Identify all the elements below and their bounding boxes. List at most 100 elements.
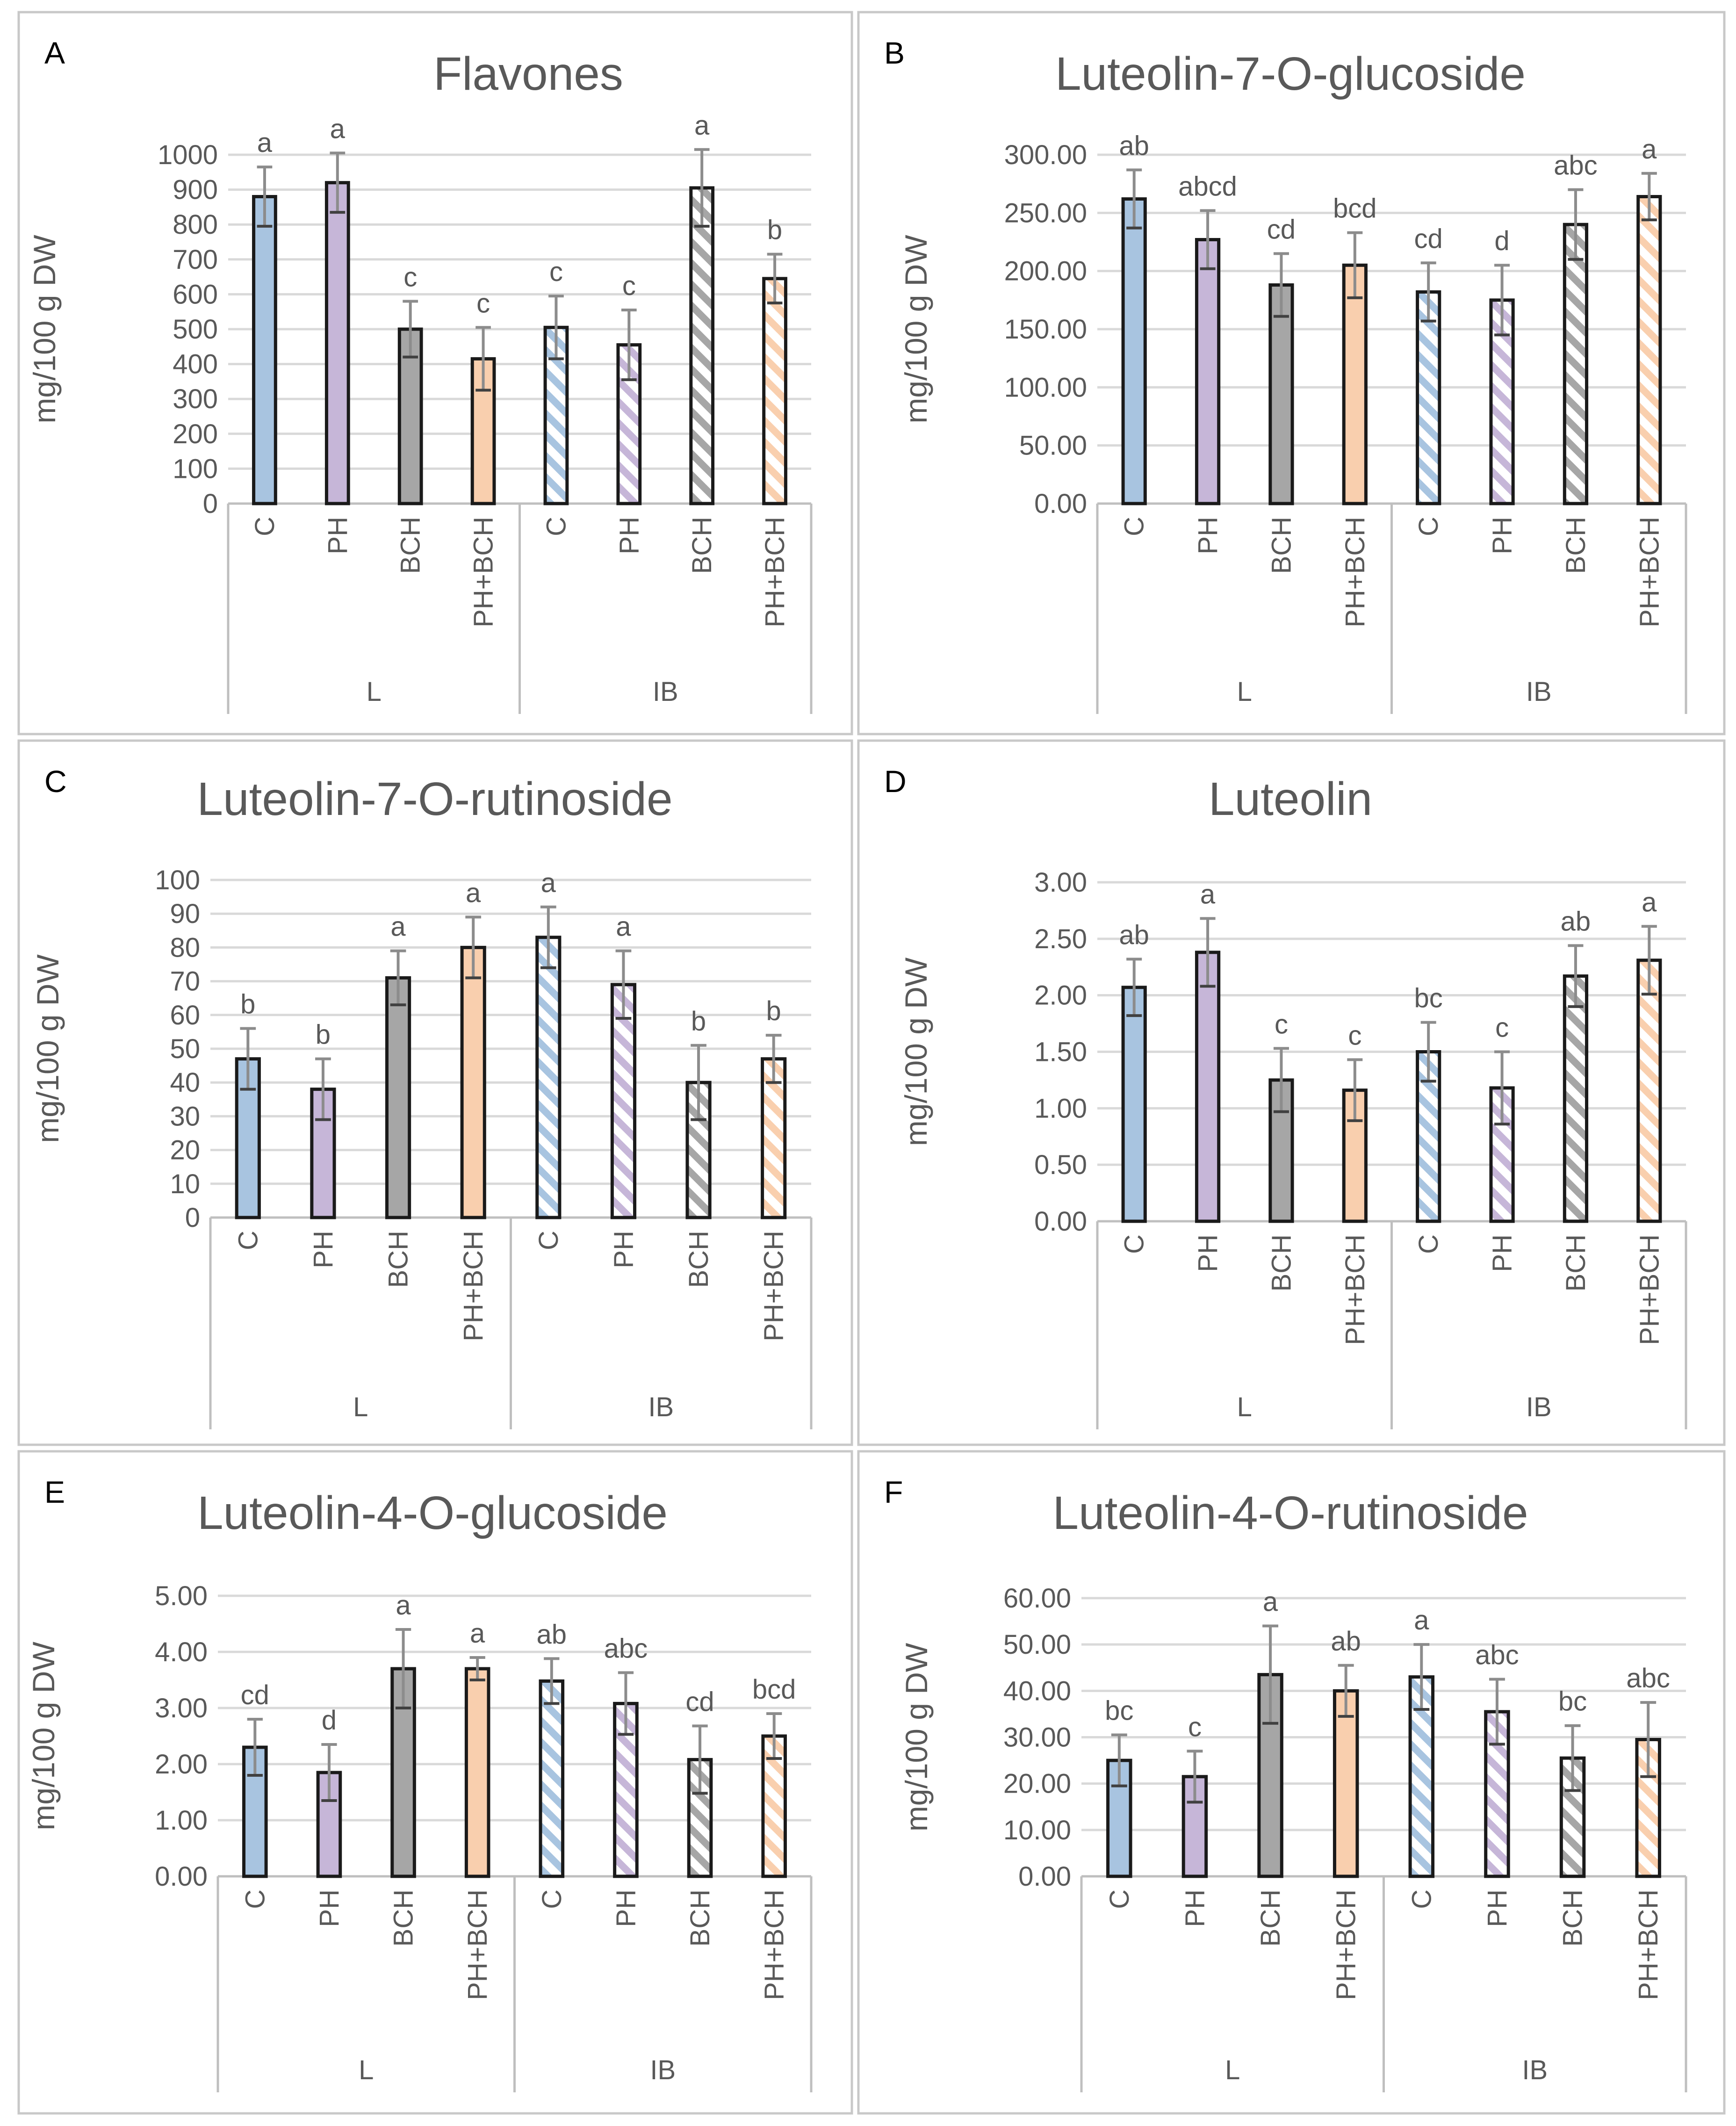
error-bar xyxy=(1568,188,1584,261)
significance-label: a xyxy=(390,912,406,942)
x-tick-label: BCH xyxy=(383,1231,414,1288)
y-tick-label: 1.00 xyxy=(155,1805,208,1836)
y-tick-label: 3.00 xyxy=(1034,867,1087,898)
y-tick-label: 800 xyxy=(173,209,218,240)
error-bar xyxy=(1420,1021,1436,1083)
y-tick-label: 100.00 xyxy=(1004,372,1087,403)
significance-label: abcd xyxy=(1178,171,1237,202)
error-bar xyxy=(1338,1664,1354,1718)
x-tick-label: PH+BCH xyxy=(759,1889,790,2000)
y-tick-label: 0.00 xyxy=(155,1861,208,1892)
y-tick-label: 10 xyxy=(170,1169,200,1199)
significance-label: bcd xyxy=(752,1674,796,1705)
error-bar xyxy=(315,1057,331,1121)
bar xyxy=(1121,986,1147,1223)
panel-letter: E xyxy=(44,1475,65,1509)
y-tick-label: 0 xyxy=(203,489,218,519)
group-label: IB xyxy=(648,1392,674,1422)
x-tick-label: PH+BCH xyxy=(1331,1889,1361,2000)
chart-title: Luteolin-4-O-rutinoside xyxy=(1052,1487,1528,1539)
y-tick-label: 100 xyxy=(155,865,200,895)
error-bar xyxy=(469,1656,485,1681)
significance-label: cd xyxy=(1267,214,1296,245)
bar xyxy=(1416,290,1441,505)
x-tick-label: BCH xyxy=(685,1889,715,1946)
x-tick-label: PH xyxy=(1487,517,1518,555)
error-bar xyxy=(1347,1058,1363,1122)
error-bar xyxy=(692,1724,708,1795)
error-bar xyxy=(1494,264,1510,337)
significance-label: d xyxy=(322,1705,337,1736)
bar xyxy=(1333,1689,1359,1878)
bar xyxy=(1195,951,1221,1223)
error-bar xyxy=(621,308,637,382)
error-bar xyxy=(615,949,632,1020)
chart-title: Luteolin-7-O-glucoside xyxy=(1055,48,1526,100)
y-axis-label: mg/100 g DW xyxy=(899,1643,934,1831)
error-bar xyxy=(691,1044,706,1121)
error-bar xyxy=(1568,944,1584,1008)
panel-letter: F xyxy=(884,1475,903,1509)
bar xyxy=(1563,223,1589,505)
bar xyxy=(535,936,562,1219)
y-tick-label: 70 xyxy=(170,966,200,997)
y-axis-label: mg/100 g DW xyxy=(26,1642,61,1831)
error-bar xyxy=(1420,261,1436,323)
y-tick-label: 300.00 xyxy=(1004,140,1087,170)
error-bar xyxy=(1641,925,1657,996)
significance-label: ab xyxy=(1561,906,1591,937)
y-tick-label: 250.00 xyxy=(1004,198,1087,228)
significance-label: a xyxy=(1200,879,1216,909)
significance-label: bcd xyxy=(1333,194,1377,224)
error-bar xyxy=(1187,1750,1203,1804)
significance-label: b xyxy=(767,215,782,245)
x-tick-label: PH+BCH xyxy=(462,1889,493,2000)
x-tick-label: PH+BCH xyxy=(760,517,790,627)
error-bar xyxy=(1564,1724,1581,1792)
error-bar xyxy=(240,1027,256,1091)
y-tick-label: 200 xyxy=(173,419,218,449)
significance-label: bc xyxy=(1558,1686,1587,1717)
panel-frame xyxy=(17,11,853,735)
significance-label: c xyxy=(622,271,636,301)
y-tick-label: 50.00 xyxy=(1019,431,1087,461)
x-tick-label: PH xyxy=(314,1889,345,1927)
y-tick-label: 1000 xyxy=(158,140,218,170)
significance-label: a xyxy=(616,912,631,942)
error-bar xyxy=(1111,1733,1127,1787)
bar xyxy=(1563,974,1589,1223)
error-bar xyxy=(1640,1701,1657,1778)
error-bar xyxy=(1273,252,1289,318)
y-tick-label: 0.00 xyxy=(1034,489,1087,519)
significance-label: c xyxy=(549,257,563,287)
significance-label: ab xyxy=(1331,1626,1361,1657)
error-bar xyxy=(1494,1050,1510,1126)
x-tick-label: PH+BCH xyxy=(468,517,499,627)
y-tick-label: 1.00 xyxy=(1034,1093,1087,1124)
significance-label: cd xyxy=(685,1686,714,1717)
y-tick-label: 100 xyxy=(173,454,218,484)
panel-frame xyxy=(857,1450,1726,2115)
significance-label: a xyxy=(1642,134,1657,165)
significance-label: a xyxy=(1414,1605,1429,1636)
x-tick-label: PH+BCH xyxy=(1634,517,1664,627)
y-tick-label: 400 xyxy=(173,349,218,380)
panel-frame xyxy=(17,739,853,1446)
significance-label: ab xyxy=(1119,920,1149,950)
x-tick-label: PH xyxy=(614,517,644,555)
x-tick-label: C xyxy=(240,1889,270,1909)
error-bar xyxy=(321,1743,337,1802)
x-tick-label: PH xyxy=(1482,1889,1513,1927)
significance-label: b xyxy=(240,989,255,1020)
panel-letter: B xyxy=(884,36,905,70)
x-tick-label: PH+BCH xyxy=(1340,517,1370,627)
error-bar xyxy=(247,1718,263,1777)
bar xyxy=(1636,959,1662,1223)
group-label: IB xyxy=(1526,677,1552,707)
y-axis-label: mg/100 g DW xyxy=(27,235,62,424)
significance-label: abc xyxy=(604,1633,648,1664)
x-tick-label: PH+BCH xyxy=(1634,1234,1664,1345)
group-label: IB xyxy=(1526,1392,1552,1422)
bar xyxy=(1121,197,1147,505)
y-tick-label: 3.00 xyxy=(155,1693,208,1723)
